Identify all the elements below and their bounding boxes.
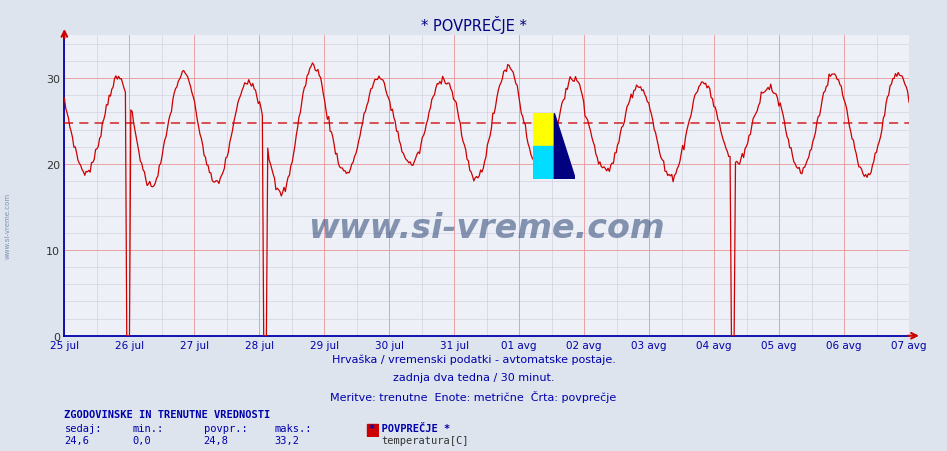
Text: Hrvaška / vremenski podatki - avtomatske postaje.: Hrvaška / vremenski podatki - avtomatske… [331, 354, 616, 364]
Text: www.si-vreme.com: www.si-vreme.com [5, 193, 10, 258]
Text: zadnja dva tedna / 30 minut.: zadnja dva tedna / 30 minut. [393, 372, 554, 382]
Polygon shape [554, 114, 576, 180]
Text: ZGODOVINSKE IN TRENUTNE VREDNOSTI: ZGODOVINSKE IN TRENUTNE VREDNOSTI [64, 410, 271, 419]
Text: temperatura[C]: temperatura[C] [382, 435, 469, 445]
Text: 0,0: 0,0 [133, 435, 152, 445]
Text: 24,6: 24,6 [64, 435, 89, 445]
Text: povpr.:: povpr.: [204, 423, 247, 433]
Bar [533, 114, 554, 147]
Text: Meritve: trenutne  Enote: metrične  Črta: povprečje: Meritve: trenutne Enote: metrične Črta: … [331, 390, 616, 402]
Text: 33,2: 33,2 [275, 435, 299, 445]
Text: 24,8: 24,8 [204, 435, 228, 445]
Text: * POVPREČJE *: * POVPREČJE * [369, 423, 451, 433]
Text: * POVPREČJE *: * POVPREČJE * [420, 16, 527, 34]
Bar [533, 147, 554, 180]
Text: sedaj:: sedaj: [64, 423, 102, 433]
Bar [367, 424, 378, 436]
Text: maks.:: maks.: [275, 423, 313, 433]
Text: min.:: min.: [133, 423, 164, 433]
Text: www.si-vreme.com: www.si-vreme.com [309, 212, 665, 244]
